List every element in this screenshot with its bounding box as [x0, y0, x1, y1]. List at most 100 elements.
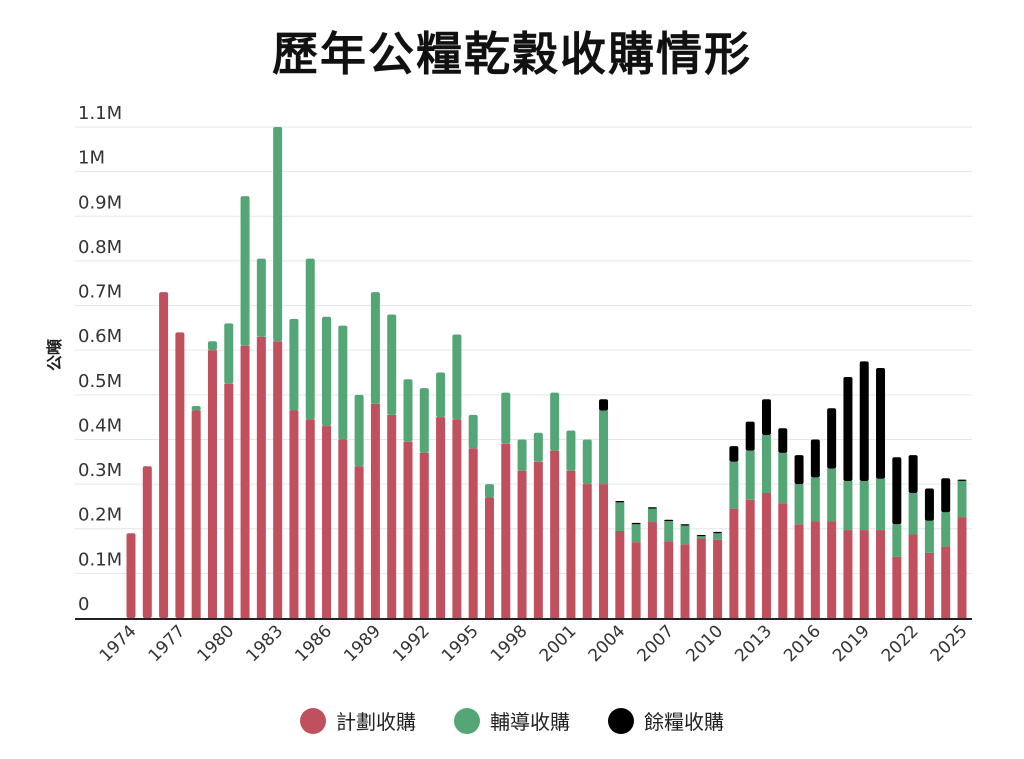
bar-2011-0	[729, 508, 739, 618]
bar-2014-0	[778, 503, 788, 618]
bar-2002-1	[582, 439, 592, 485]
bar-2007-2	[664, 519, 674, 522]
bar-1986-1	[322, 316, 332, 427]
bar-2024-0	[941, 546, 951, 618]
bar-1989-0	[370, 403, 380, 618]
bar-1980-0	[224, 383, 234, 618]
y-tick-label: 0.8M	[78, 237, 122, 258]
bar-2010-2	[713, 531, 723, 534]
bar-2007-1	[664, 521, 674, 542]
legend-item-planned: 計劃收購	[300, 706, 416, 735]
bar-2012-0	[745, 499, 755, 618]
x-tick-label: 2022	[878, 621, 923, 666]
legend-item-guided: 輔導收購	[454, 706, 570, 735]
x-tick-label: 1977	[145, 621, 190, 666]
bar-1979-0	[207, 350, 217, 618]
bar-2024-2	[941, 478, 951, 513]
bar-2023-2	[924, 488, 934, 521]
legend-swatch	[300, 707, 326, 734]
bar-2013-2	[761, 399, 771, 435]
bar-2000-0	[550, 450, 560, 618]
bar-2019-2	[859, 361, 869, 481]
bar-1996-0	[484, 497, 494, 618]
bar-2006-2	[647, 507, 657, 509]
bar-2016-0	[810, 521, 820, 618]
bar-2019-1	[859, 480, 869, 531]
x-tick-label: 2013	[731, 621, 776, 666]
bar-1990-0	[387, 414, 397, 618]
bar-1978-1	[191, 405, 201, 411]
bar-1992-1	[419, 388, 429, 453]
x-tick-label: 1998	[487, 621, 532, 666]
legend-label: 輔導收購	[490, 710, 570, 734]
bar-2013-1	[761, 434, 771, 494]
bar-2006-0	[647, 522, 657, 618]
bar-1978-0	[191, 410, 201, 618]
bar-2020-0	[876, 530, 886, 618]
bar-1981-1	[240, 196, 250, 346]
bar-2024-1	[941, 512, 951, 547]
bar-1982-1	[256, 258, 266, 337]
y-tick-label: 0.5M	[78, 371, 122, 392]
bar-2014-2	[778, 428, 788, 453]
bar-1984-1	[289, 318, 299, 411]
x-tick-label: 2007	[634, 621, 679, 666]
bar-2022-2	[908, 455, 918, 494]
bar-2025-0	[957, 517, 967, 618]
bar-1982-0	[256, 336, 266, 618]
bar-1988-1	[354, 394, 364, 467]
bar-2020-2	[876, 368, 886, 479]
bar-2025-1	[957, 480, 967, 518]
x-tick-label: 2025	[927, 621, 972, 666]
bar-1988-0	[354, 466, 364, 618]
x-tick-label: 1989	[340, 621, 385, 666]
bar-2011-1	[729, 461, 739, 509]
bar-2012-2	[745, 421, 755, 451]
x-tick-label: 1980	[194, 621, 239, 666]
bar-1989-1	[370, 292, 380, 404]
x-tick-label: 2001	[536, 621, 581, 666]
bar-1993-0	[436, 417, 446, 618]
legend-swatch	[608, 707, 634, 734]
bar-2022-1	[908, 493, 918, 535]
bar-1996-1	[484, 484, 494, 498]
bar-2017-2	[827, 408, 837, 469]
x-tick-label: 1983	[242, 621, 287, 666]
bar-1983-0	[273, 341, 283, 618]
bar-1999-0	[533, 461, 543, 618]
bar-2001-1	[566, 430, 576, 471]
bar-2010-0	[713, 539, 723, 618]
y-tick-label: 0.1M	[78, 549, 122, 570]
bar-1983-1	[273, 127, 283, 342]
bar-1992-0	[419, 452, 429, 618]
bar-2004-2	[615, 501, 625, 503]
legend-swatch	[454, 707, 480, 734]
bar-2009-2	[696, 534, 706, 537]
bar-2021-2	[892, 457, 902, 525]
bar-2007-0	[664, 541, 674, 618]
x-tick-label: 2010	[682, 621, 727, 666]
chart-title: 歷年公糧乾穀收購情形	[272, 27, 752, 81]
bar-1991-0	[403, 441, 413, 618]
bar-2018-2	[843, 376, 853, 481]
y-tick-label: 0.4M	[78, 415, 122, 436]
bar-2004-1	[615, 502, 625, 531]
bar-2015-2	[794, 455, 804, 485]
legend-label: 計劃收購	[336, 710, 416, 734]
x-tick-label: 1995	[438, 621, 483, 666]
bar-1981-0	[240, 345, 250, 618]
bar-1993-1	[436, 372, 446, 418]
bar-2014-1	[778, 452, 788, 504]
x-tick-label: 2019	[829, 621, 874, 666]
bar-1998-0	[517, 470, 527, 618]
bar-1999-1	[533, 432, 543, 462]
x-tick-label: 1974	[96, 621, 141, 666]
bar-2015-1	[794, 484, 804, 525]
bar-1974-0	[126, 533, 136, 618]
bar-1987-0	[338, 439, 348, 618]
y-tick-label: 0.7M	[78, 282, 122, 303]
bar-1995-1	[468, 414, 478, 449]
y-tick-label: 1M	[78, 148, 105, 169]
y-tick-label: 0.3M	[78, 460, 122, 481]
